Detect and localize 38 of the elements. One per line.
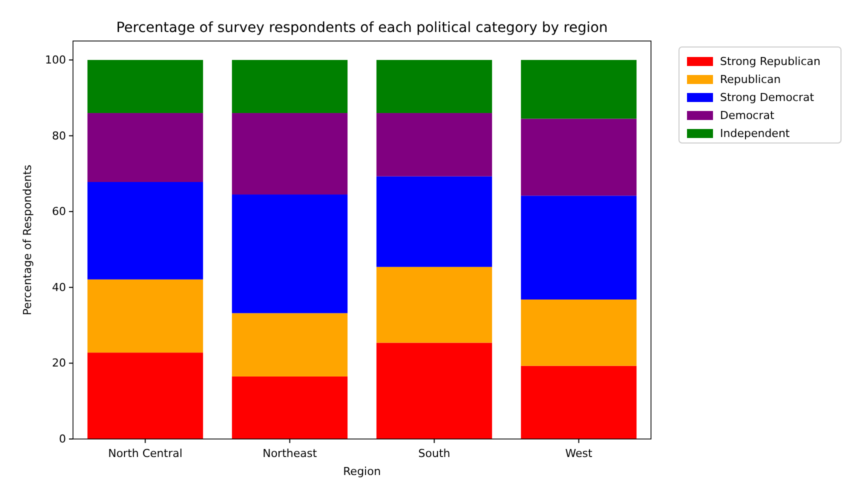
bar [376,266,492,343]
bar [520,118,637,196]
legend-label: Democrat [720,109,775,122]
y-tick-label: 20 [52,356,66,370]
bar [520,60,637,119]
x-tick-label: North Central [108,447,182,460]
bar [376,176,492,267]
x-tick-label: Northeast [262,447,318,460]
bar [232,376,348,439]
bar [87,279,204,353]
x-tick-label: West [565,447,593,460]
x-tick-label: South [418,447,450,460]
bar [232,113,348,195]
y-tick-label: 100 [45,53,66,66]
legend-label: Strong Republican [720,55,821,68]
y-tick-label: 60 [52,205,66,218]
bar [520,300,637,366]
bar [520,196,637,300]
bar [520,366,637,439]
y-tick-label: 40 [52,280,66,294]
y-axis-title: Percentage of Respondents [21,164,34,316]
bar [87,113,204,182]
bar [232,194,348,314]
bar [376,60,492,114]
bar [376,113,492,176]
y-tick-label: 80 [52,129,66,142]
bar [87,352,204,439]
chart-title: Percentage of survey respondents of each political category by region [116,20,608,36]
bar [87,60,204,114]
x-axis-title: Region [343,465,381,478]
legend-label: Independent [720,127,790,140]
bar [376,342,492,439]
legend-label: Strong Democrat [720,91,815,104]
bar [232,313,348,376]
legend-label: Republican [720,73,781,86]
bar [87,182,204,280]
bar [232,60,348,114]
y-tick-label: 0 [59,432,66,446]
